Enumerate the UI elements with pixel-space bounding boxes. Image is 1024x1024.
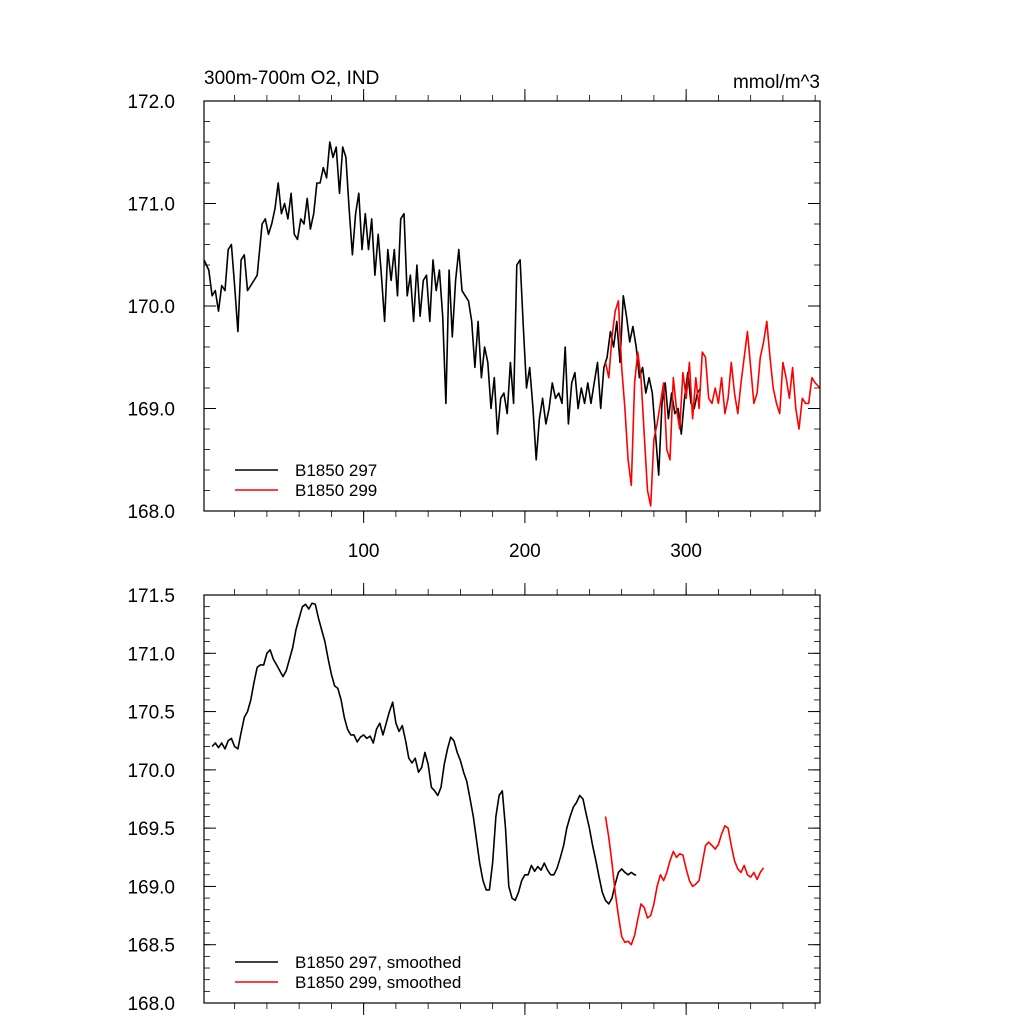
y-tick-label: 168.0 bbox=[127, 994, 175, 1015]
legend-label: B1850 299 bbox=[295, 481, 377, 500]
axis-ticks bbox=[204, 89, 820, 523]
y-tick-label: 169.0 bbox=[127, 400, 175, 421]
x-tick-label: 100 bbox=[348, 541, 380, 562]
series-lines bbox=[211, 602, 765, 946]
axis-ticks bbox=[204, 583, 820, 1015]
x-tick-label: 200 bbox=[509, 541, 541, 562]
plot-frame bbox=[203, 100, 821, 512]
series-lines bbox=[203, 141, 821, 507]
chart-title: 300m-700m O2, IND bbox=[204, 68, 379, 89]
panel-bottom: 168.0 168.5 169.0 169.5 170.0 170.5 171.0 171.5… bbox=[127, 583, 821, 1015]
y-tick-label: 170.0 bbox=[127, 297, 175, 318]
axis-tick-labels: 168.0 168.5 169.0 169.5 170.0 170.5 171.0 171.5 bbox=[127, 586, 175, 1015]
y-tick-label: 172.0 bbox=[127, 92, 175, 113]
y-tick-label: 169.0 bbox=[127, 877, 175, 898]
y-tick-label: 171.5 bbox=[127, 586, 175, 607]
y-tick-label: 169.5 bbox=[127, 819, 175, 840]
y-tick-label: 170.5 bbox=[127, 703, 175, 724]
y-tick-label: 168.5 bbox=[127, 936, 175, 957]
axis-tick-labels: 168.0 169.0 170.0 171.0 172.0 100 200 300 bbox=[127, 92, 702, 562]
legend-label: B1850 297, smoothed bbox=[295, 953, 461, 972]
x-tick-label: 300 bbox=[670, 541, 702, 562]
series-line-2 bbox=[604, 816, 765, 946]
units-label: mmol/m^3 bbox=[733, 72, 820, 93]
y-tick-label: 170.0 bbox=[127, 761, 175, 782]
plot-frame bbox=[203, 594, 821, 1004]
y-tick-label: 171.0 bbox=[127, 644, 175, 665]
panel-top: 300m-700m O2, IND mmol/m^3 168.0 169.0 170… bbox=[127, 68, 821, 562]
series-line-1 bbox=[211, 602, 637, 905]
y-tick-label: 171.0 bbox=[127, 195, 175, 216]
series-line-1 bbox=[203, 141, 702, 476]
series-line-2 bbox=[604, 300, 821, 507]
y-tick-label: 168.0 bbox=[127, 502, 175, 523]
legend-label: B1850 299, smoothed bbox=[295, 973, 461, 992]
legend-label: B1850 297 bbox=[295, 461, 377, 480]
